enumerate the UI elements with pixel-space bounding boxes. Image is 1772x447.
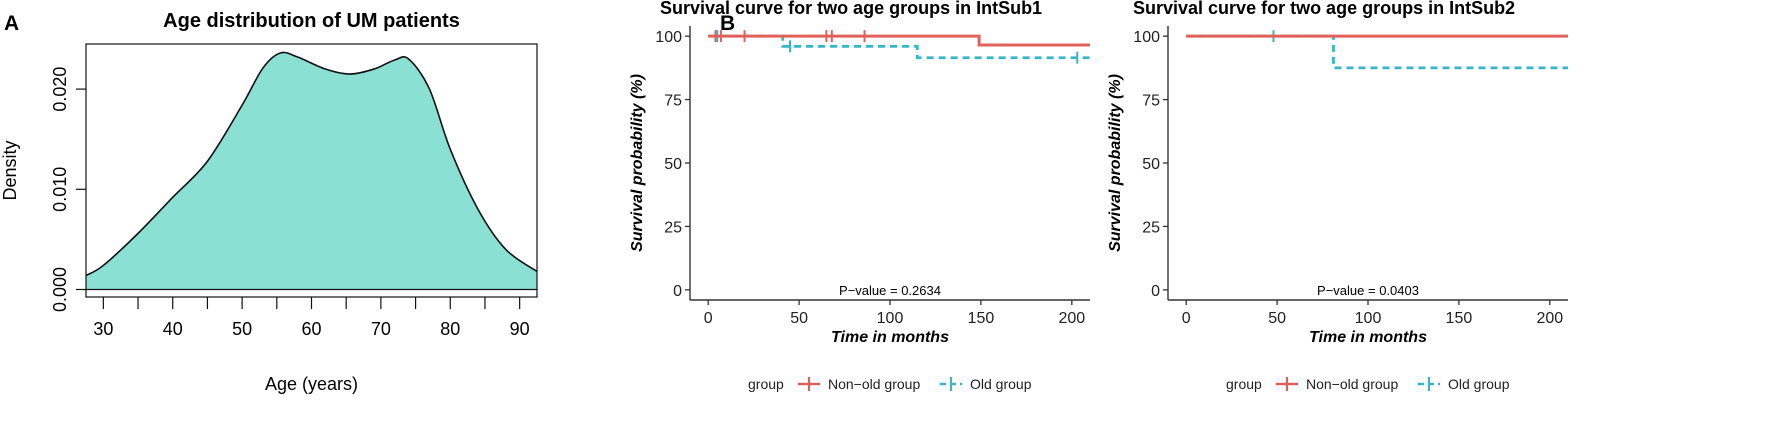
x-axis-label: Age (years) [265,374,358,394]
y-tick-label: 75 [664,93,682,110]
legend-intsub2: group Non−old group Old group [1226,376,1510,392]
y-tick-label: 0 [1151,283,1160,300]
x-tick-label: 100 [877,310,904,327]
density-chart: Age distribution of UM patients 30 40 50 60 7… [0,10,538,394]
y-tick-label: 0.000 [50,267,70,312]
x-tick-label: 70 [371,319,391,339]
y-tick-label: 0 [673,283,682,300]
series-non-old [708,34,1090,47]
survival-chart-intsub1: Survival curve for two age groups in Int… [629,0,1090,346]
x-tick-label: 150 [1446,310,1473,327]
x-tick-label: 200 [1058,310,1085,327]
x-tick-label: 0 [704,310,713,327]
series-old [708,34,1090,60]
legend-title: group [1226,376,1262,392]
panel-b-letter: B [720,12,735,35]
density-curve [85,51,538,277]
x-tick-label: 90 [510,319,530,339]
x-tick-label: 0 [1182,310,1191,327]
x-tick-label: 40 [163,319,183,339]
p-value-annotation: P−value = 0.2634 [839,283,941,298]
y-tick-label: 0.020 [50,67,70,112]
legend-intsub1: group Non−old group Old group [748,376,1032,392]
x-tick-label: 200 [1536,310,1563,327]
y-tick-label: 100 [1133,29,1160,46]
y-tick-label: 50 [1142,156,1160,173]
x-tick-label: 50 [232,319,252,339]
km-title: Survival curve for two age groups in Int… [660,0,1042,18]
legend-item-non-old-label: Non−old group [1306,376,1398,392]
x-axis-label: Time in months [831,329,949,346]
y-tick-label: 25 [1142,219,1160,236]
density-area [86,52,537,290]
x-tick-label: 50 [1268,310,1286,327]
p-value-annotation: P−value = 0.0403 [1317,283,1419,298]
density-title: Age distribution of UM patients [163,10,460,32]
legend-item-old-label: Old group [1448,376,1510,392]
x-tick-label: 50 [790,310,808,327]
x-axis-label: Time in months [1309,329,1427,346]
series-old [1186,34,1568,70]
y-tick-label: 25 [664,219,682,236]
y-axis-label: Survival probability (%) [1107,74,1124,252]
x-tick-label: 80 [440,319,460,339]
legend-item-non-old-label: Non−old group [828,376,920,392]
x-tick-label: 30 [93,319,113,339]
y-tick-label: 75 [1142,93,1160,110]
y-tick-label: 50 [664,156,682,173]
panel-a-letter: A [4,12,19,35]
legend-title: group [748,376,784,392]
x-tick-label: 100 [1355,310,1382,327]
y-axis-label: Density [0,140,20,200]
km-title: Survival curve for two age groups in Int… [1133,0,1515,18]
y-tick-label: 0.010 [50,167,70,212]
x-tick-label: 150 [968,310,995,327]
survival-chart-intsub2: Survival curve for two age groups in Int… [1107,0,1568,346]
y-tick-label: 100 [655,29,682,46]
x-tick-label: 60 [301,319,321,339]
y-axis-label: Survival probability (%) [629,74,646,252]
legend-item-old-label: Old group [970,376,1032,392]
